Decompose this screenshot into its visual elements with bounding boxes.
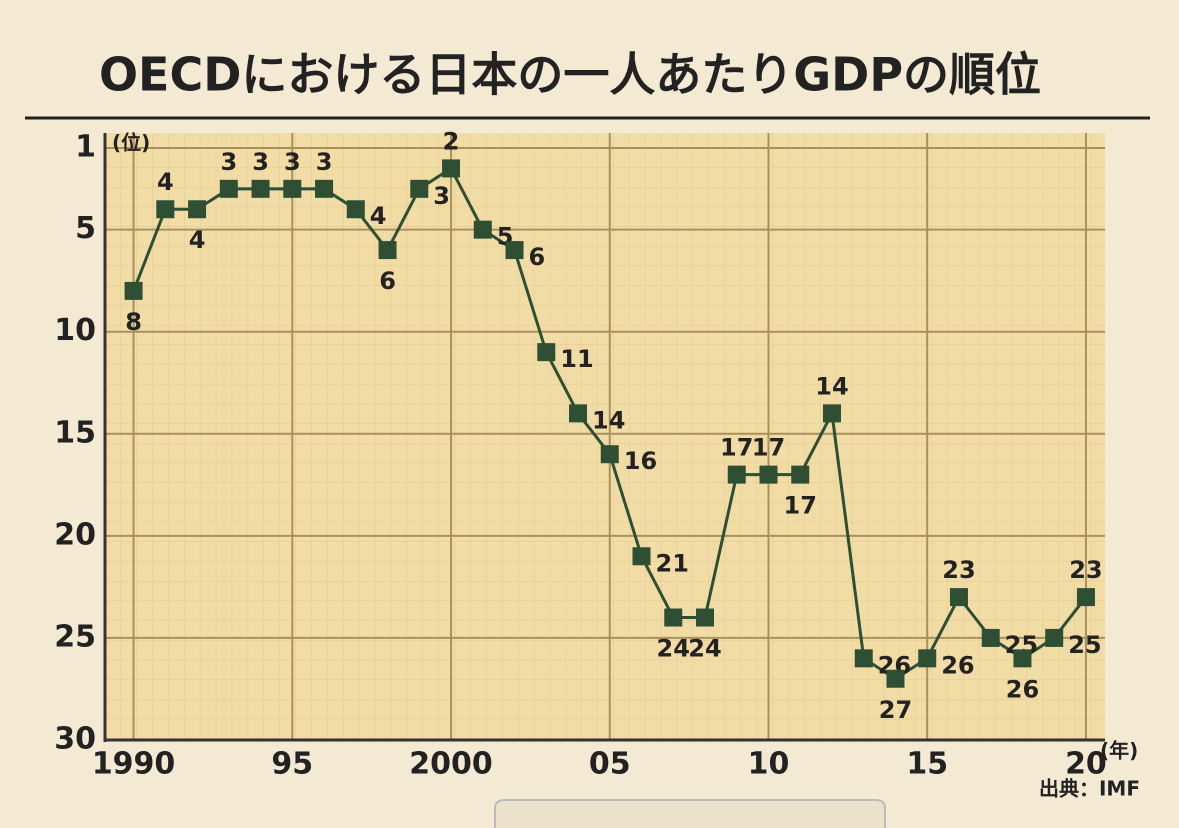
marker	[791, 465, 810, 484]
value-label: 6	[379, 267, 396, 295]
marker	[822, 404, 841, 423]
x-tick-label: 2000	[409, 747, 493, 782]
value-label: 11	[560, 345, 593, 373]
value-label: 17	[752, 434, 785, 462]
x-tick-label: 15	[906, 747, 948, 782]
marker	[283, 179, 302, 198]
marker	[346, 200, 365, 219]
y-tick-label: 25	[54, 619, 96, 654]
y-tick-label: 15	[54, 415, 96, 450]
marker	[315, 179, 334, 198]
value-label: 3	[433, 182, 450, 210]
value-label: 3	[284, 148, 301, 176]
value-label: 4	[370, 202, 387, 230]
x-unit: (年)	[1100, 739, 1138, 763]
value-label: 16	[624, 447, 657, 475]
value-label: 6	[529, 243, 546, 271]
x-tick-label: 20	[1065, 747, 1107, 782]
value-label: 4	[157, 168, 174, 196]
value-label: 27	[879, 696, 912, 724]
value-label: 24	[657, 635, 690, 663]
marker	[410, 179, 429, 198]
marker	[251, 179, 270, 198]
value-label: 3	[220, 148, 237, 176]
x-tick-label: 10	[748, 747, 790, 782]
marker	[1013, 649, 1032, 668]
marker	[219, 179, 238, 198]
marker	[759, 465, 778, 484]
x-tick-label: 95	[271, 747, 313, 782]
marker	[696, 608, 714, 627]
marker	[188, 200, 207, 219]
marker	[473, 220, 492, 239]
marker	[727, 465, 746, 484]
marker	[505, 241, 524, 260]
source: 出典：IMF	[1039, 777, 1140, 801]
y-tick-label: 20	[54, 517, 96, 552]
marker	[378, 241, 397, 260]
value-label: 2	[443, 127, 460, 155]
marker	[632, 547, 651, 566]
marker	[124, 281, 143, 300]
marker	[569, 404, 588, 423]
value-label: 17	[784, 492, 817, 520]
marker	[156, 200, 175, 219]
value-label: 26	[1006, 675, 1039, 703]
value-label: 4	[189, 226, 206, 254]
marker	[600, 445, 619, 464]
marker	[1076, 588, 1095, 607]
chart-title: OECDにおける日本の一人あたりGDPの順位	[99, 48, 1041, 102]
x-tick-label: 1990	[92, 747, 176, 782]
value-label: 24	[688, 635, 721, 663]
marker	[918, 649, 937, 668]
marker	[886, 669, 905, 688]
x-tick-label: 05	[589, 747, 631, 782]
value-label: 14	[592, 406, 625, 434]
marker	[442, 159, 461, 178]
minor-grid	[105, 133, 1105, 740]
value-label: 3	[316, 148, 333, 176]
value-label: 17	[720, 434, 753, 462]
marker	[949, 588, 968, 607]
value-label: 25	[1068, 631, 1101, 659]
y-tick-label: 10	[54, 313, 96, 348]
value-label: 3	[252, 148, 269, 176]
value-label: 21	[656, 549, 689, 577]
marker	[664, 608, 683, 627]
y-tick-label: 1	[75, 130, 96, 165]
y-tick-label: 5	[75, 211, 96, 246]
value-label: 23	[942, 556, 975, 584]
marker	[854, 649, 873, 668]
y-unit: (位)	[112, 131, 150, 155]
stand	[494, 799, 886, 828]
value-label: 14	[815, 372, 848, 400]
value-label: 8	[125, 308, 142, 336]
value-label: 23	[1069, 556, 1102, 584]
y-tick-label: 30	[54, 722, 96, 757]
marker	[537, 343, 556, 362]
marker	[1045, 628, 1064, 647]
value-label: 26	[941, 651, 974, 679]
marker	[981, 628, 1000, 647]
